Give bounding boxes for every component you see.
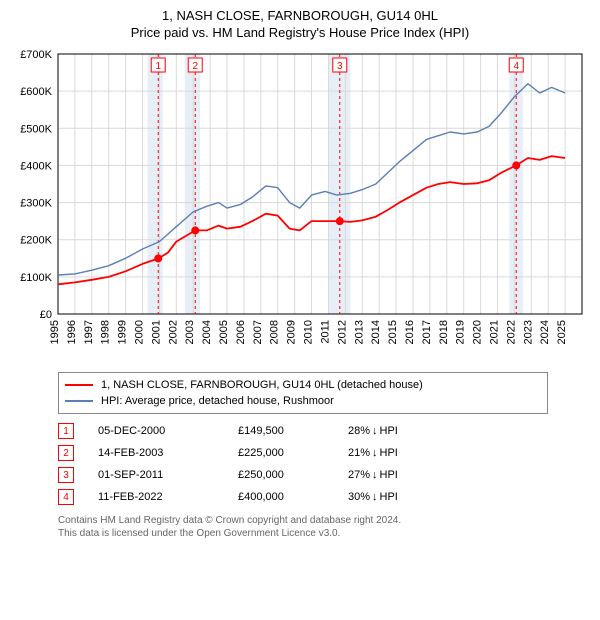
transaction-marker: 2: [58, 445, 74, 461]
svg-text:2021: 2021: [488, 320, 500, 344]
svg-text:2007: 2007: [252, 320, 264, 344]
legend-swatch-hpi: [65, 400, 93, 402]
legend-item-price-paid: 1, NASH CLOSE, FARNBOROUGH, GU14 0HL (de…: [65, 377, 541, 393]
transaction-date: 11-FEB-2022: [98, 491, 238, 503]
svg-text:2010: 2010: [303, 320, 315, 344]
legend-item-hpi: HPI: Average price, detached house, Rush…: [65, 393, 541, 409]
legend-swatch-price-paid: [65, 384, 93, 386]
svg-text:4: 4: [513, 61, 519, 72]
svg-text:2006: 2006: [235, 320, 247, 344]
svg-text:2014: 2014: [370, 320, 382, 344]
svg-text:£300K: £300K: [20, 198, 52, 210]
transaction-marker: 3: [58, 467, 74, 483]
svg-text:2011: 2011: [319, 320, 331, 344]
chart-container: 1, NASH CLOSE, FARNBOROUGH, GU14 0HL Pri…: [0, 0, 600, 546]
svg-text:£0: £0: [40, 309, 52, 321]
transaction-row: 2 14-FEB-2003£225,00021% ↓ HPI: [58, 442, 548, 464]
transaction-pct: 28% ↓ HPI: [348, 425, 408, 437]
svg-text:2001: 2001: [150, 320, 162, 344]
svg-text:1995: 1995: [49, 320, 61, 344]
transaction-row: 4 11-FEB-2022£400,00030% ↓ HPI: [58, 486, 548, 508]
svg-text:2003: 2003: [184, 320, 196, 344]
transaction-price: £149,500: [238, 425, 348, 437]
svg-text:2008: 2008: [269, 320, 281, 344]
footer-line-2: This data is licensed under the Open Gov…: [58, 527, 548, 540]
down-arrow-icon: ↓: [372, 469, 378, 481]
transaction-date: 05-DEC-2000: [98, 425, 238, 437]
svg-text:2015: 2015: [387, 320, 399, 344]
svg-text:£700K: £700K: [20, 49, 52, 61]
svg-text:£400K: £400K: [20, 160, 52, 172]
svg-text:2009: 2009: [286, 320, 298, 344]
svg-text:2004: 2004: [201, 320, 213, 344]
svg-text:1998: 1998: [100, 320, 112, 344]
legend: 1, NASH CLOSE, FARNBOROUGH, GU14 0HL (de…: [58, 372, 548, 414]
svg-text:2005: 2005: [218, 320, 230, 344]
transaction-marker: 1: [58, 423, 74, 439]
down-arrow-icon: ↓: [372, 425, 378, 437]
transaction-pct: 21% ↓ HPI: [348, 447, 408, 459]
svg-text:2012: 2012: [336, 320, 348, 344]
transaction-row: 3 01-SEP-2011£250,00027% ↓ HPI: [58, 464, 548, 486]
svg-text:2025: 2025: [556, 320, 568, 344]
transaction-price: £250,000: [238, 469, 348, 481]
chart-title: 1, NASH CLOSE, FARNBOROUGH, GU14 0HL: [10, 8, 590, 23]
svg-text:£600K: £600K: [20, 86, 52, 98]
price-chart: £0 £100K £200K £300K £400K £500K £600K £700K 199…: [10, 46, 590, 366]
svg-text:£100K: £100K: [20, 272, 52, 284]
chart-subtitle: Price paid vs. HM Land Registry's House …: [10, 25, 590, 40]
transaction-price: £400,000: [238, 491, 348, 503]
svg-text:2024: 2024: [539, 320, 551, 344]
transaction-pct: 27% ↓ HPI: [348, 469, 408, 481]
svg-text:2013: 2013: [353, 320, 365, 344]
svg-text:2022: 2022: [505, 320, 517, 344]
down-arrow-icon: ↓: [372, 447, 378, 459]
svg-text:2000: 2000: [134, 320, 146, 344]
legend-label-hpi: HPI: Average price, detached house, Rush…: [101, 395, 334, 407]
legend-label-price-paid: 1, NASH CLOSE, FARNBOROUGH, GU14 0HL (de…: [101, 379, 423, 391]
svg-text:2017: 2017: [421, 320, 433, 344]
svg-text:£200K: £200K: [20, 235, 52, 247]
svg-text:2020: 2020: [472, 320, 484, 344]
svg-text:2016: 2016: [404, 320, 416, 344]
svg-text:2023: 2023: [522, 320, 534, 344]
svg-text:1996: 1996: [66, 320, 78, 344]
transaction-date: 01-SEP-2011: [98, 469, 238, 481]
svg-text:3: 3: [337, 61, 343, 72]
svg-text:2: 2: [192, 61, 198, 72]
down-arrow-icon: ↓: [372, 491, 378, 503]
transaction-pct: 30% ↓ HPI: [348, 491, 408, 503]
transaction-date: 14-FEB-2003: [98, 447, 238, 459]
copyright-footer: Contains HM Land Registry data © Crown c…: [58, 514, 548, 540]
svg-text:2002: 2002: [167, 320, 179, 344]
footer-line-1: Contains HM Land Registry data © Crown c…: [58, 514, 548, 527]
svg-text:1997: 1997: [83, 320, 95, 344]
transaction-row: 1 05-DEC-2000£149,50028% ↓ HPI: [58, 420, 548, 442]
svg-text:2018: 2018: [438, 320, 450, 344]
svg-text:2019: 2019: [455, 320, 467, 344]
svg-text:1999: 1999: [117, 320, 129, 344]
svg-text:£500K: £500K: [20, 123, 52, 135]
transaction-price: £225,000: [238, 447, 348, 459]
svg-text:1: 1: [155, 61, 161, 72]
transactions-table: 1 05-DEC-2000£149,50028% ↓ HPI 2 14-FEB-200…: [58, 420, 548, 508]
transaction-marker: 4: [58, 489, 74, 505]
